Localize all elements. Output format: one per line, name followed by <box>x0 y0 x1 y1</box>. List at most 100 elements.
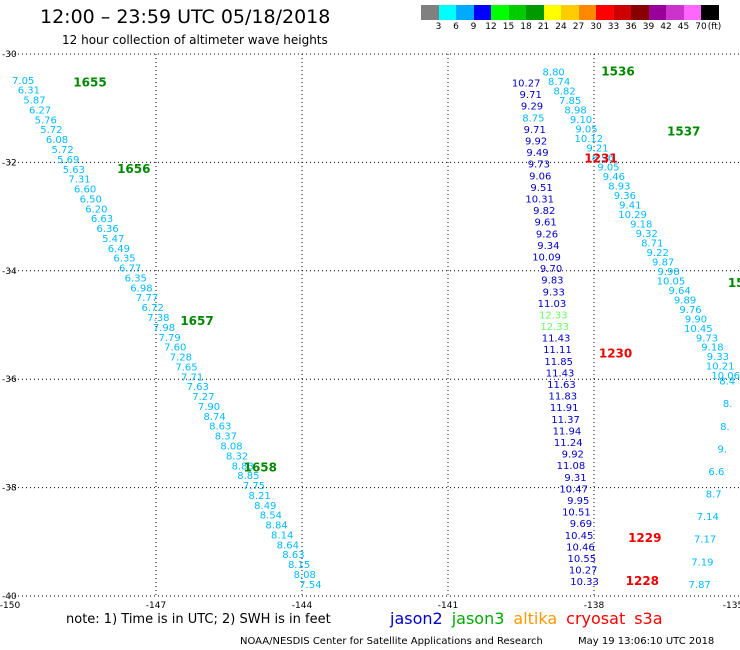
wave-height-value: 9.41 <box>619 200 641 211</box>
wave-height-value: 7.87 <box>689 580 711 591</box>
wave-height-value: 12.33 <box>540 322 569 333</box>
wave-height-value: 11.08 <box>557 461 586 472</box>
wave-height-value: 8.63 <box>282 550 304 561</box>
legend-swatch <box>648 5 666 20</box>
wave-height-value: 9.18 <box>630 219 652 230</box>
wave-height-value: 9.49 <box>526 148 548 159</box>
wave-height-value: 9.33 <box>707 352 729 363</box>
wave-height-value: 8. <box>723 399 733 410</box>
y-tick-label: -30 <box>2 50 17 60</box>
wave-height-value: 6.63 <box>91 214 113 225</box>
x-tick-label: -141 <box>438 601 458 610</box>
wave-height-value: 9.32 <box>636 229 658 240</box>
wave-height-value: 8.85 <box>237 471 259 482</box>
legend-swatch <box>666 5 684 20</box>
wave-height-value: 9.33 <box>543 287 565 298</box>
wave-height-value: 9.90 <box>685 314 707 325</box>
wave-height-value: 10.27 <box>512 79 541 90</box>
legend-label: 9 <box>470 22 477 32</box>
wave-height-value: 9.29 <box>521 102 543 113</box>
wave-height-value: 9.87 <box>652 257 674 268</box>
wave-height-value: 8.75 <box>522 113 544 124</box>
wave-height-value: 6.77 <box>119 264 141 275</box>
wave-height-value: 11.11 <box>543 345 572 356</box>
wave-height-value: 8.74 <box>203 412 225 423</box>
legend-label: 12 <box>485 22 497 32</box>
wave-height-value: 7.85 <box>559 96 581 107</box>
footer-note: note: 1) Time is in UTC; 2) SWH is in fe… <box>66 612 331 627</box>
map-title: 12:00 – 23:59 UTC 05/18/2018 <box>40 6 331 28</box>
pass-time-label: 1231 <box>584 151 617 165</box>
wave-height-value: 10.51 <box>562 508 591 519</box>
wave-height-value: 7.98 <box>153 323 175 334</box>
wave-height-value: 9.95 <box>567 496 589 507</box>
wave-height-value: 8.08 <box>294 570 316 581</box>
legend-label: 24 <box>555 22 567 32</box>
wave-height-value: 6.08 <box>46 135 68 146</box>
satellite-legend-item: jason3 <box>451 609 505 628</box>
color-scale-labels: 3 6 9 12 15 18 21 24 27 30 33 36 39 42 45 70 (ft) <box>421 22 740 34</box>
legend-label: 70 <box>695 22 707 32</box>
wave-height-value: 9.71 <box>524 125 546 136</box>
pass-time-label: 1536 <box>601 65 634 79</box>
wave-height-value: 6.35 <box>113 254 135 265</box>
wave-height-value: 7.38 <box>147 313 169 324</box>
wave-height-value: 8.83 <box>232 461 254 472</box>
satellite-legend-item: jason2 <box>390 609 443 628</box>
wave-height-value: 9.61 <box>534 218 556 229</box>
wave-height-value: 8. <box>720 422 730 433</box>
wave-height-value: 9.69 <box>570 519 592 530</box>
wave-height-value: 8.21 <box>249 491 271 502</box>
legend-label: 15 <box>502 22 515 32</box>
wave-height-value: 6.72 <box>142 303 164 314</box>
wave-height-value: 9.92 <box>525 137 547 148</box>
wave-height-value: 8.64 <box>277 540 299 551</box>
pass-time-label: 1229 <box>628 531 661 545</box>
wave-height-value: 9.83 <box>541 276 563 287</box>
wave-height-value: 5.63 <box>63 165 85 176</box>
wave-height-value: 11.63 <box>547 380 576 391</box>
wave-height-value: 11.91 <box>550 403 579 414</box>
wave-height-value: 7.14 <box>697 512 719 523</box>
wave-height-value: 7.75 <box>243 481 265 492</box>
wave-height-value: 7.60 <box>164 343 186 354</box>
satellite-legend-item: altika <box>513 609 558 628</box>
wave-height-value: 7.71 <box>181 372 203 383</box>
wave-height-value: 6.98 <box>130 283 152 294</box>
wave-height-value: 9.73 <box>696 333 718 344</box>
x-tick-label: -150 <box>0 601 20 610</box>
wave-height-value: 6.27 <box>29 105 51 116</box>
wave-height-value: 9.46 <box>603 172 625 183</box>
legend-swatch <box>561 5 579 20</box>
wave-height-value: 9.22 <box>647 248 669 259</box>
wave-height-value: 5.47 <box>102 234 124 245</box>
y-tick-label: -34 <box>2 267 17 277</box>
wave-height-value: 8.84 <box>265 521 287 532</box>
legend-label: 39 <box>642 22 655 32</box>
wave-height-value: 6.31 <box>18 86 40 97</box>
wave-height-value: 7.27 <box>192 392 214 403</box>
altimeter-map: -150 -147 -144 -141 -138 -135 -30 -32 -34 -36 -38 -… <box>0 50 740 610</box>
wave-height-value: 10.45 <box>565 531 594 542</box>
x-tick-label: -144 <box>292 601 313 610</box>
legend-swatch <box>701 5 719 20</box>
wave-height-value: 8.4 <box>719 377 735 388</box>
pass-time-label: 1228 <box>626 574 659 588</box>
legend-swatch <box>596 5 614 20</box>
legend-label: 21 <box>537 22 550 32</box>
wave-height-value: 9.21 <box>586 144 608 155</box>
wave-height-value: 7.28 <box>170 353 192 364</box>
color-scale-bar <box>421 5 719 20</box>
x-tick-label: -135 <box>723 601 740 610</box>
y-tick-label: -40 <box>2 592 17 602</box>
legend-label: 45 <box>677 22 690 32</box>
legend-swatch <box>526 5 544 20</box>
wave-height-value: 10.27 <box>569 566 598 577</box>
wave-height-value: 8.08 <box>220 442 242 453</box>
wave-height-value: 10.09 <box>532 252 561 263</box>
legend-swatch <box>508 5 526 20</box>
pass-time-label: 1537 <box>667 124 700 138</box>
wave-height-value: 8.32 <box>226 451 248 462</box>
y-tick-label: -32 <box>2 158 17 168</box>
wave-height-value: 10.06 <box>711 371 740 382</box>
